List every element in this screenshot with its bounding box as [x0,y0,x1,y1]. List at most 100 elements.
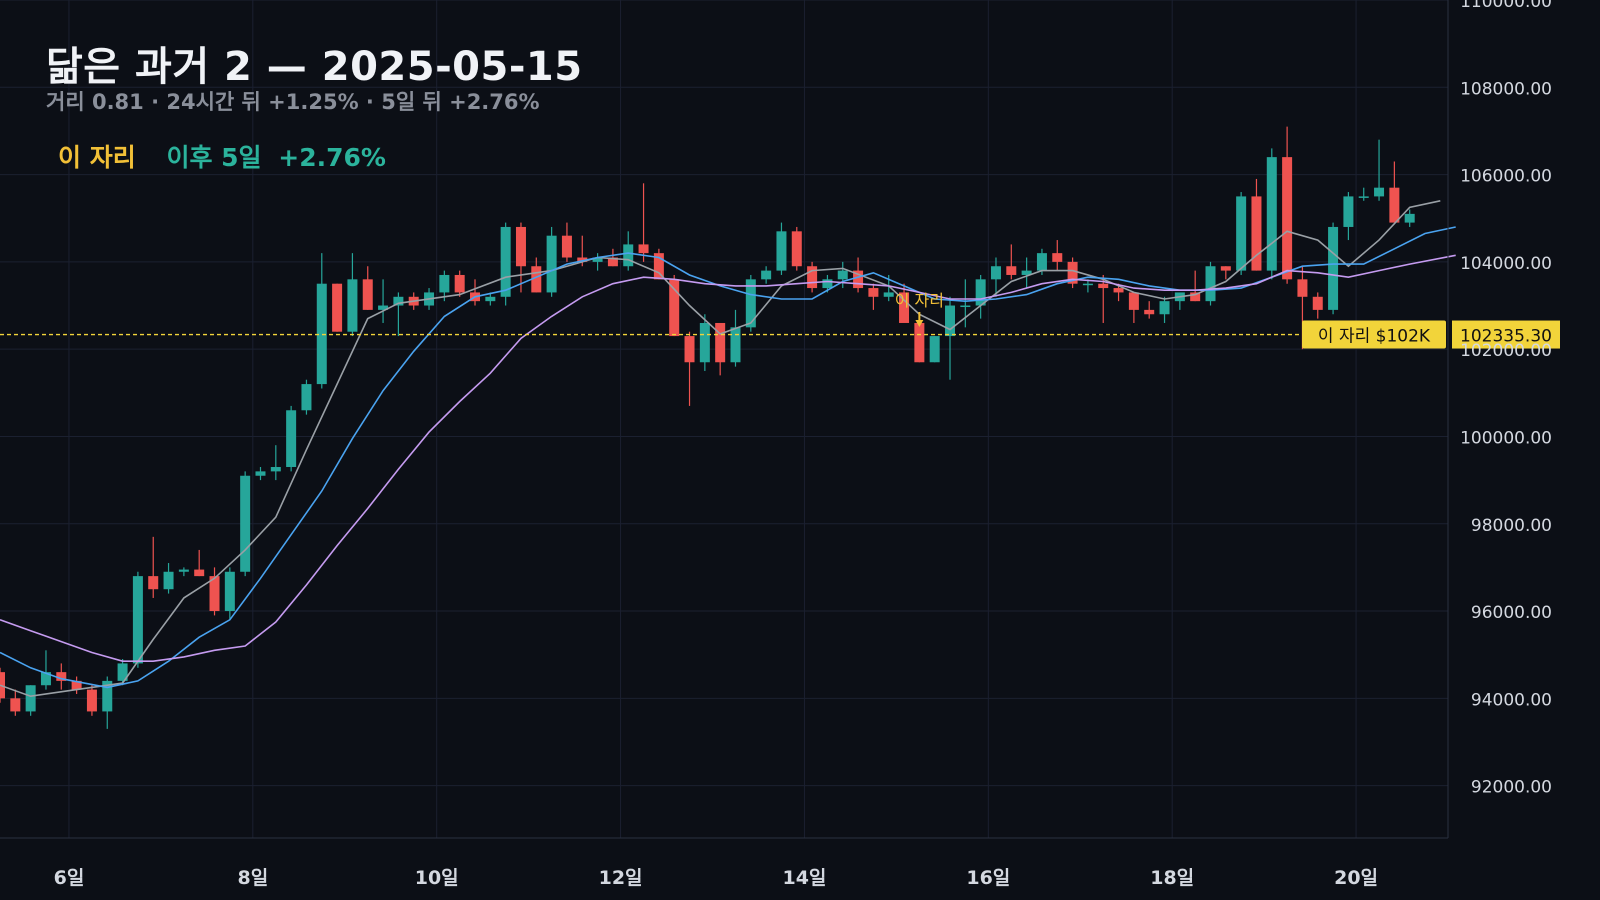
axes: 92000.00 94000.00 96000.00 98000.00 100000.0… [0,0,1552,889]
candle-body [1358,196,1369,198]
candle-body [592,257,603,262]
candle-body [347,279,358,332]
candle-body [1343,196,1354,227]
candle-body [1052,253,1063,262]
y-tick-label: 96000.00 [1471,603,1552,623]
x-tick-label: 8일 [237,867,268,889]
candle-body [194,569,205,577]
candle-body [316,283,327,385]
candle-body [301,384,312,411]
candle-body [1236,196,1247,271]
candle-body [332,283,343,332]
candle-body [822,279,833,289]
y-tick-label: 104000.00 [1460,254,1552,274]
y-tick-label: 94000.00 [1471,690,1552,710]
candle-body [1067,261,1078,284]
y-tick-label: 108000.00 [1460,79,1552,99]
candle-body [837,270,848,280]
candle-body [776,231,787,271]
candle-body [1113,288,1124,293]
x-tick-label: 14일 [782,867,826,889]
legend-after-pct: +2.76% [278,143,386,172]
candle-body [1098,283,1109,289]
candle-body [653,253,664,280]
legend-here: 이 자리 [58,143,136,172]
price-line-overlay: 이 자리 $102K 102335.30 이 자리 [0,291,1560,349]
candle-body [1205,266,1216,302]
candle-body [178,569,189,572]
candle-body [546,235,557,293]
candle-body [960,305,971,308]
candle-body [638,244,649,254]
candle-body [1036,253,1047,271]
candle-body [745,279,756,328]
chart-title: 닮은 과거 2 — 2025-05-15 [46,44,583,90]
x-tick-label: 18일 [1150,867,1194,889]
candle-body [945,305,956,337]
price-axis-bg [1452,320,1560,349]
candle-body [485,296,496,302]
candle-body [1328,226,1339,310]
marker-label: 이 자리 [895,291,944,310]
candle-body [715,322,726,363]
candle-body [883,292,894,297]
candle-body [807,266,818,289]
x-tick-label: 10일 [415,867,459,889]
price-tag-label: 이 자리 $102K [1318,327,1431,347]
candle-body [561,235,572,258]
y-tick-label: 106000.00 [1460,167,1552,187]
candle-body [1006,266,1017,275]
ma-line-2 [0,226,1456,689]
ma-line-3 [0,254,1456,662]
x-tick-label: 16일 [966,867,1010,889]
candle-body [1282,157,1293,280]
candle-body [1128,292,1139,310]
candle-body [102,680,113,712]
price-tag-bg [1302,320,1446,349]
candle-body [1251,196,1262,271]
candle-body [623,244,634,267]
candle-body [454,274,465,293]
y-tick-label: 110000.00 [1460,0,1552,12]
candle-body [117,663,128,681]
candle-body [1220,266,1231,271]
candle-body [40,672,51,686]
candle-body [929,336,940,363]
candle-body [500,226,511,297]
candle-body [393,296,404,306]
candle-body [990,266,1001,280]
marker-arrow-icon [915,320,924,327]
candle-body [607,257,618,267]
candle-body [255,471,266,476]
candle-body [163,571,174,590]
candle-body [362,279,373,310]
candle-body [1374,187,1385,197]
candle-body [378,305,389,310]
candle-body [132,576,143,664]
x-tick-label: 20일 [1334,867,1378,889]
y-tick-label: 98000.00 [1471,516,1552,536]
candle-body [577,257,588,262]
candle-body [791,231,802,267]
candle-body [148,576,159,590]
candle-body [10,698,21,712]
candle-body [699,322,710,363]
candle-body [899,292,910,323]
candle-body [515,226,526,267]
legend-after: 이후 5일 [166,143,262,172]
candle-body [209,576,220,612]
chart-subtitle: 거리 0.81 · 24시간 뒤 +1.25% · 5일 뒤 +2.76% [46,90,540,114]
candle-body [914,322,925,363]
candle-body [439,274,450,293]
candle-body [730,327,741,363]
candle-body [1389,187,1400,223]
candle-body [1144,309,1155,315]
candle-body [1312,296,1323,310]
candle-body [25,685,36,712]
moving-averages [0,200,1456,698]
candle-body [86,689,97,712]
candle-body [761,270,772,280]
ma-line-1 [0,200,1441,698]
